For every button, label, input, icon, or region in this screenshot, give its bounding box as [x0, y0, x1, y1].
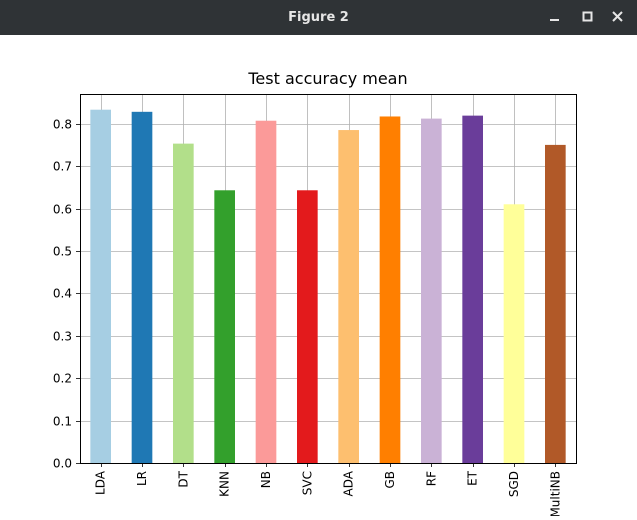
- figure-canvas: Test accuracy mean 0.0 0.1 0.2 0.3 0.4 0.5 0.6…: [0, 35, 637, 516]
- bar-svc: [297, 190, 318, 463]
- bar-nb: [256, 121, 277, 463]
- x-tick-label: MultiNB: [548, 471, 562, 516]
- y-tick-label: 0.7: [53, 160, 72, 174]
- bar-dt: [173, 144, 194, 463]
- x-tick-label: ADA: [342, 470, 356, 496]
- window-titlebar: Figure 2: [0, 0, 637, 35]
- bar-lr: [132, 112, 153, 463]
- chart-title: Test accuracy mean: [247, 69, 407, 88]
- y-tick-label: 0.3: [53, 330, 72, 344]
- x-tick-label: LDA: [94, 470, 108, 495]
- y-tick-label: 0.4: [53, 287, 72, 301]
- bar-gb: [380, 116, 401, 463]
- x-tick-label: LR: [135, 471, 149, 486]
- bar-knn: [214, 190, 235, 463]
- bar-chart: Test accuracy mean 0.0 0.1 0.2 0.3 0.4 0.5 0.6…: [0, 35, 637, 516]
- x-tick-label: KNN: [218, 471, 232, 497]
- y-tick-label: 0.2: [53, 372, 72, 386]
- y-tick-label: 0.6: [53, 203, 72, 217]
- x-tick-label: NB: [259, 471, 273, 488]
- bar-rf: [421, 119, 442, 463]
- bar-sgd: [504, 204, 525, 463]
- axes-frame: [81, 95, 577, 464]
- x-tick-label: GB: [383, 471, 397, 489]
- y-tick-label: 0.0: [53, 457, 72, 471]
- bar-ada: [338, 130, 359, 463]
- y-tick-label: 0.1: [53, 415, 72, 429]
- window-title: Figure 2: [0, 0, 637, 35]
- x-tick-label: RF: [424, 471, 438, 486]
- y-tick-label: 0.5: [53, 245, 72, 259]
- y-tick-label: 0.8: [53, 118, 72, 132]
- grid-layer: [80, 94, 576, 464]
- bar-lda: [90, 110, 111, 463]
- x-tick-label: DT: [176, 470, 190, 487]
- x-tick-label: SGD: [507, 471, 521, 497]
- close-icon[interactable]: [609, 8, 627, 26]
- bar-multinb: [545, 145, 566, 463]
- maximize-icon[interactable]: [579, 8, 597, 26]
- minimize-icon[interactable]: [546, 8, 564, 26]
- x-tick-label: SVC: [300, 471, 314, 495]
- x-tick-label: ET: [466, 470, 480, 486]
- bar-layer: [90, 110, 565, 463]
- bar-et: [462, 116, 483, 463]
